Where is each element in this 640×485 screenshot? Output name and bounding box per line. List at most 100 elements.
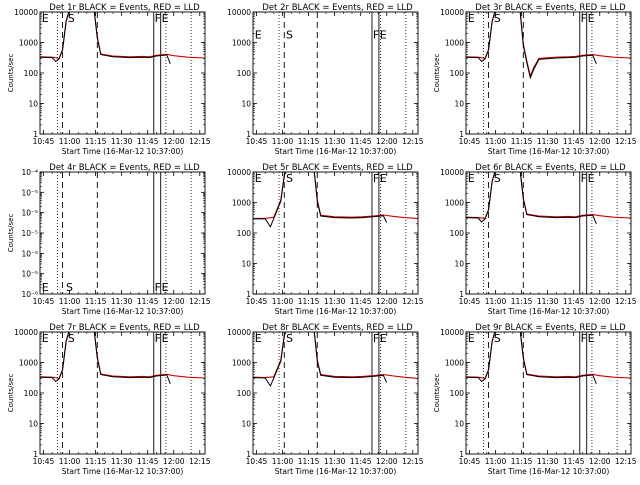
- x-tick-label: 11:15: [298, 457, 320, 466]
- y-tick-label: 10000: [440, 8, 464, 17]
- event-marker: S: [66, 281, 73, 294]
- x-tick-label: 11:00: [59, 297, 81, 306]
- panel-det4r: Det 4r BLACK = Events, RED = LLD 10⁻⁶ 10⁻⁵…: [7, 163, 211, 316]
- event-marker: E: [588, 172, 595, 185]
- x-tick-label: 11:00: [272, 297, 294, 306]
- y-tick-label: 10000: [227, 8, 251, 17]
- panel-title: Det 7r BLACK = Events, RED = LLD: [49, 323, 200, 333]
- y-tick-label: 1: [246, 450, 251, 459]
- x-tick-label: 11:00: [485, 137, 507, 146]
- y-tick-label: 100: [450, 229, 465, 238]
- panel-title: Det 1r BLACK = Events, RED = LLD: [49, 3, 200, 13]
- plot-frame: [252, 11, 419, 135]
- event-marker: E: [162, 281, 169, 294]
- x-tick-label: 10:45: [33, 137, 55, 146]
- y-tick-label: 100: [237, 229, 252, 238]
- event-marker: E: [162, 12, 169, 25]
- x-tick-label: 12:00: [376, 297, 398, 306]
- panel-det6r: Det 6r BLACK = Events, RED = LLD 1 10 100 10…: [440, 163, 637, 316]
- x-axis-label: Start Time (16-Mar-12 10:37:00): [62, 307, 184, 316]
- x-axis-label: Start Time (16-Mar-12 10:37:00): [62, 147, 184, 156]
- x-tick-label: 11:45: [137, 297, 159, 306]
- x-tick-label: 11:45: [563, 137, 585, 146]
- x-tick-label: 11:15: [85, 457, 107, 466]
- panel-title: Det 4r BLACK = Events, RED = LLD: [49, 163, 200, 173]
- x-axis-label: Start Time (16-Mar-12 10:37:00): [62, 467, 184, 476]
- plot-frame: [39, 331, 206, 455]
- y-axis-label: Counts/sec: [433, 374, 441, 413]
- panel-det7r: Det 7r BLACK = Events, RED = LLD 1 10 100 10…: [7, 323, 211, 476]
- x-tick-label: 11:00: [59, 457, 81, 466]
- event-marker: F: [373, 29, 379, 42]
- event-marker: S: [286, 29, 293, 42]
- event-marker: F: [155, 12, 161, 25]
- y-tick-label: 10⁻⁵: [21, 249, 38, 258]
- y-axis-label: Counts/sec: [7, 54, 15, 93]
- panel-title: Det 8r BLACK = Events, RED = LLD: [262, 323, 413, 333]
- y-tick-label: 10⁻⁴: [21, 168, 38, 177]
- series-lld: [253, 332, 418, 379]
- event-marker: E: [380, 332, 387, 345]
- panel-det1r: Det 1r BLACK = Events, RED = LLD 1 10 100 10…: [7, 3, 211, 156]
- event-marker: E: [468, 332, 475, 345]
- x-tick-label: 11:45: [563, 457, 585, 466]
- y-axis-label: Counts/sec: [433, 54, 441, 93]
- y-tick-label: 1000: [232, 199, 251, 208]
- series-events: [466, 172, 597, 224]
- y-tick-label: 1: [33, 450, 38, 459]
- x-tick-label: 11:30: [537, 297, 559, 306]
- x-tick-label: 11:45: [137, 137, 159, 146]
- x-tick-label: 11:30: [537, 457, 559, 466]
- y-tick-label: 100: [237, 69, 252, 78]
- x-axis-label: Start Time (16-Mar-12 10:37:00): [275, 147, 397, 156]
- plot-frame: [39, 11, 206, 135]
- y-tick-label: 10000: [227, 168, 251, 177]
- y-tick-label: 10000: [440, 328, 464, 337]
- x-axis-label: Start Time (16-Mar-12 10:37:00): [275, 307, 397, 316]
- event-marker: S: [494, 12, 501, 25]
- x-tick-label: 12:15: [189, 297, 211, 306]
- x-tick-label: 12:00: [589, 457, 611, 466]
- panel-det5r: Det 5r BLACK = Events, RED = LLD 1 10 100 10…: [227, 163, 424, 316]
- x-tick-label: 12:00: [163, 137, 185, 146]
- x-tick-label: 12:15: [189, 137, 211, 146]
- panel-title: Det 2r BLACK = Events, RED = LLD: [262, 3, 413, 13]
- event-marker: E: [588, 12, 595, 25]
- event-marker: F: [155, 332, 161, 345]
- y-tick-label: 10000: [14, 328, 38, 337]
- event-marker: E: [162, 332, 169, 345]
- x-tick-label: 12:00: [376, 137, 398, 146]
- event-marker: F: [373, 172, 379, 185]
- event-marker: S: [494, 332, 501, 345]
- event-marker: S: [68, 332, 75, 345]
- y-tick-label: 1000: [445, 199, 464, 208]
- x-tick-label: 12:00: [376, 457, 398, 466]
- x-tick-label: 11:30: [324, 297, 346, 306]
- event-marker: E: [42, 281, 49, 294]
- x-tick-label: 11:45: [350, 297, 372, 306]
- plot-frame: [465, 331, 632, 455]
- y-axis-label: Counts/sec: [7, 214, 15, 253]
- y-tick-label: 100: [24, 69, 39, 78]
- y-tick-label: 100: [237, 389, 252, 398]
- y-tick-label: 10⁻⁵: [21, 209, 38, 218]
- x-tick-label: 11:15: [85, 297, 107, 306]
- x-tick-label: 10:45: [246, 297, 268, 306]
- x-tick-label: 12:15: [615, 137, 637, 146]
- y-tick-label: 10000: [14, 8, 38, 17]
- x-tick-label: 12:15: [189, 457, 211, 466]
- plot-frame: [39, 171, 206, 295]
- x-tick-label: 10:45: [33, 297, 55, 306]
- x-axis-label: Start Time (16-Mar-12 10:37:00): [488, 467, 610, 476]
- event-marker: E: [588, 332, 595, 345]
- x-axis-label: Start Time (16-Mar-12 10:37:00): [488, 147, 610, 156]
- x-axis-label: Start Time (16-Mar-12 10:37:00): [488, 307, 610, 316]
- event-marker: F: [581, 172, 587, 185]
- x-tick-label: 10:45: [33, 457, 55, 466]
